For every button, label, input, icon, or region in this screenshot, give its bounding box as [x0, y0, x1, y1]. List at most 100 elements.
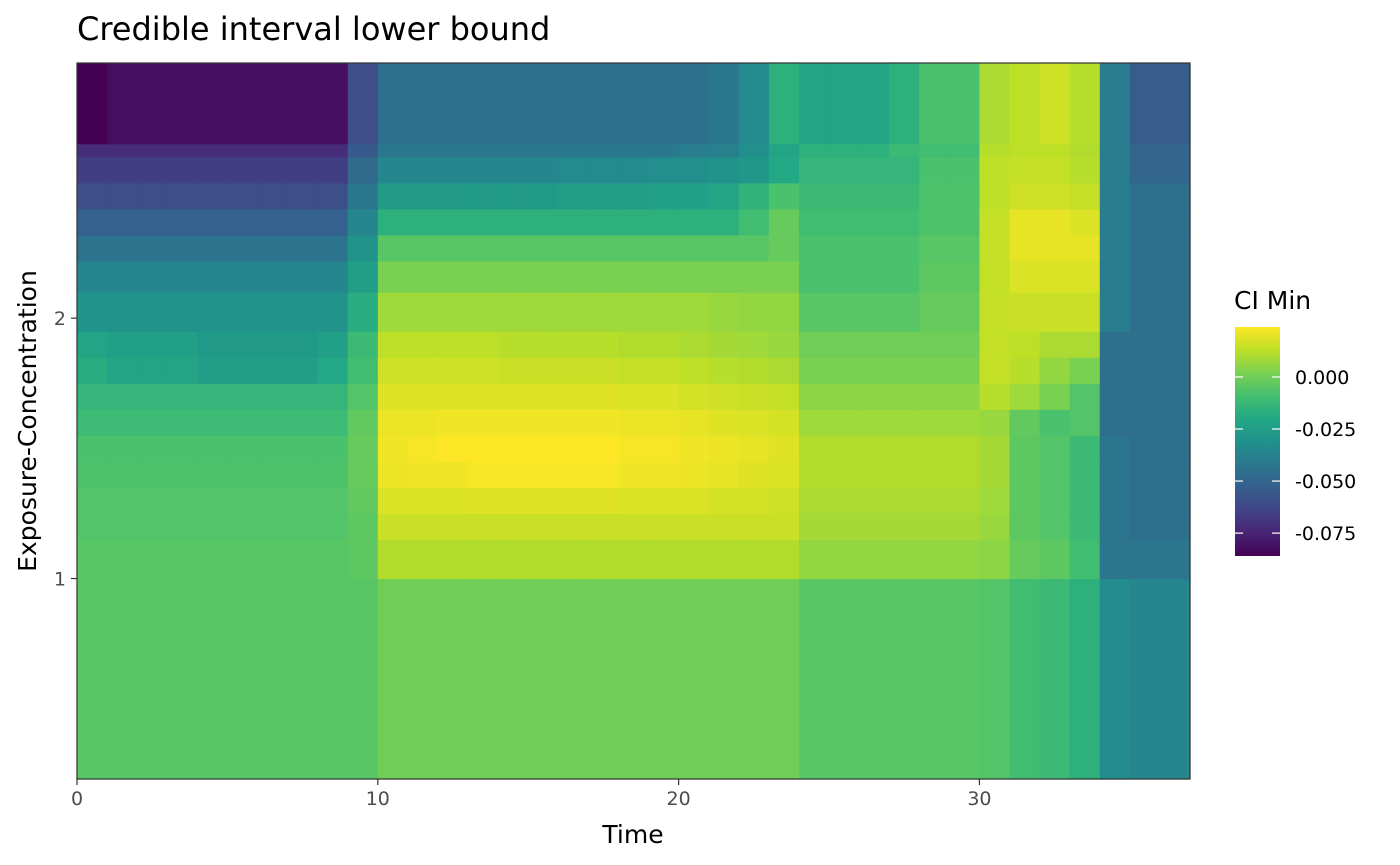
heatmap-cell — [227, 234, 259, 262]
heatmap-cell — [437, 260, 469, 293]
heatmap-cell — [1099, 435, 1131, 462]
heatmap-cell — [77, 143, 108, 158]
heatmap-cell — [498, 461, 529, 488]
heatmap-cell — [738, 578, 770, 780]
heatmap-cell — [1129, 292, 1161, 332]
heatmap-cell — [648, 63, 680, 145]
heatmap-cell — [618, 260, 650, 293]
heatmap-cell — [167, 182, 198, 210]
heatmap-cell — [257, 182, 289, 210]
heatmap-cell — [437, 182, 469, 210]
heatmap-cell — [227, 487, 259, 515]
heatmap-cell — [347, 409, 379, 436]
heatmap-cell — [588, 208, 620, 236]
heatmap-cell — [468, 331, 499, 358]
heatmap-cell — [859, 513, 890, 541]
heatmap-cell — [1069, 357, 1101, 384]
heatmap-cell — [919, 357, 950, 384]
heatmap-cell — [377, 331, 409, 358]
heatmap-cell — [498, 331, 529, 358]
heatmap-cell — [588, 260, 620, 293]
heatmap-cell — [829, 578, 860, 780]
heatmap-cell — [528, 63, 559, 145]
heatmap-cell — [137, 182, 168, 210]
heatmap-cell — [1099, 156, 1131, 184]
heatmap-cell — [829, 383, 860, 410]
heatmap-cell — [107, 292, 138, 332]
heatmap-cell — [798, 357, 830, 384]
heatmap-cell — [798, 63, 830, 145]
heatmap-cell — [1159, 383, 1191, 410]
heatmap-cell — [558, 383, 589, 410]
heatmap-cell — [1159, 143, 1191, 158]
heatmap-cell — [768, 513, 800, 541]
heatmap-cell — [949, 578, 981, 780]
heatmap-cell — [949, 357, 981, 384]
heatmap-cell — [949, 513, 981, 541]
heatmap-cell — [798, 292, 830, 332]
heatmap-cell — [437, 578, 469, 780]
heatmap-cell — [137, 208, 168, 236]
heatmap-cell — [1099, 143, 1131, 158]
heatmap-cell — [798, 331, 830, 358]
heatmap-cell — [1039, 182, 1071, 210]
heatmap-cell — [558, 487, 589, 515]
heatmap-cell — [1159, 435, 1191, 462]
heatmap-cell — [437, 435, 469, 462]
heatmap-cell — [738, 156, 770, 184]
heatmap-cell — [468, 539, 499, 580]
heatmap-cell — [678, 513, 710, 541]
legend-title: CI Min — [1234, 286, 1311, 315]
heatmap-cell — [708, 260, 740, 293]
heatmap-cell — [1039, 292, 1071, 332]
heatmap-cell — [1099, 331, 1131, 358]
heatmap-cell — [979, 539, 1011, 580]
heatmap-cell — [1099, 292, 1131, 332]
heatmap-cell — [708, 461, 740, 488]
heatmap-cell — [347, 435, 379, 462]
heatmap-cell — [678, 461, 710, 488]
heatmap-cell — [317, 234, 349, 262]
heatmap-cell — [768, 435, 800, 462]
heatmap-cell — [407, 182, 439, 210]
heatmap-cell — [829, 156, 860, 184]
heatmap-cell — [498, 292, 529, 332]
heatmap-cell — [678, 578, 710, 780]
heatmap-cell — [347, 234, 379, 262]
heatmap-cell — [1129, 409, 1161, 436]
heatmap-cell — [377, 182, 409, 210]
heatmap-cell — [919, 487, 950, 515]
heatmap-cell — [708, 156, 740, 184]
heatmap-cell — [618, 487, 650, 515]
heatmap-cells — [77, 63, 1191, 780]
y-tick-label: 2 — [54, 308, 66, 330]
heatmap-cell — [498, 435, 529, 462]
heatmap-cell — [949, 63, 981, 145]
heatmap-cell — [197, 292, 228, 332]
heatmap-cell — [107, 409, 138, 436]
heatmap-cell — [317, 539, 349, 580]
heatmap-cell — [317, 156, 349, 184]
heatmap-cell — [979, 260, 1011, 293]
heatmap-cell — [377, 383, 409, 410]
heatmap-cell — [528, 513, 559, 541]
heatmap-cell — [528, 578, 559, 780]
x-tick-label: 20 — [667, 788, 691, 810]
heatmap-cell — [377, 539, 409, 580]
heatmap-cell — [377, 208, 409, 236]
heatmap-cell — [889, 539, 920, 580]
heatmap-cell — [377, 513, 409, 541]
heatmap-cell — [1039, 578, 1071, 780]
heatmap-cell — [798, 156, 830, 184]
heatmap-cell — [107, 234, 138, 262]
heatmap-cell — [287, 156, 319, 184]
heatmap-cell — [588, 578, 620, 780]
heatmap-cell — [558, 578, 589, 780]
heatmap-cell — [197, 487, 228, 515]
heatmap-cell — [558, 292, 589, 332]
heatmap-cell — [1129, 234, 1161, 262]
heatmap-cell — [738, 409, 770, 436]
heatmap-cell — [1069, 331, 1101, 358]
heatmap-cell — [1159, 578, 1191, 780]
heatmap-cell — [197, 409, 228, 436]
